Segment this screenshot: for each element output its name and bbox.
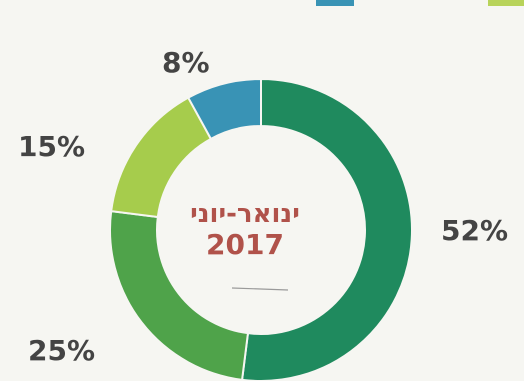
legend-swatch-blue bbox=[316, 0, 354, 6]
label-52: 52% bbox=[441, 214, 508, 247]
label-25: 25% bbox=[28, 334, 95, 367]
legend-swatch-lime bbox=[488, 0, 524, 6]
chart-center-year: 2017 bbox=[206, 228, 284, 261]
slice-8 bbox=[186, 77, 262, 141]
label-8: 8% bbox=[162, 46, 210, 79]
chart-center-title: ינואר-יוני bbox=[190, 199, 300, 229]
pen-mark bbox=[231, 287, 289, 291]
donut-slices bbox=[109, 77, 413, 381]
label-15: 15% bbox=[18, 130, 85, 163]
